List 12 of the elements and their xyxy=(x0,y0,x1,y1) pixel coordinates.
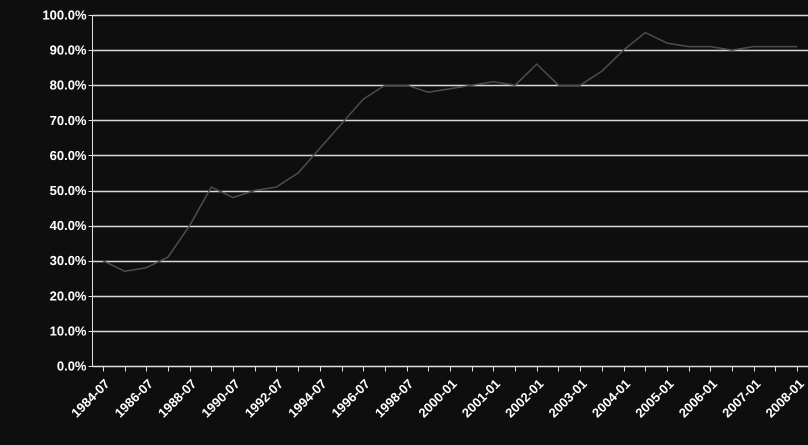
y-tick-label: 10.0% xyxy=(50,323,87,338)
y-tick-label: 60.0% xyxy=(50,148,87,163)
y-tick-label: 30.0% xyxy=(50,253,87,268)
y-tick-label: 70.0% xyxy=(50,112,87,128)
y-tick-label: 90.0% xyxy=(50,42,87,58)
line-series xyxy=(102,32,798,272)
y-tick-label: 50.0% xyxy=(50,183,87,198)
y-tick-label: 80.0% xyxy=(50,78,87,93)
y-tick-label: 40.0% xyxy=(50,218,87,234)
y-tick-label: 20.0% xyxy=(50,288,87,304)
y-tick-label: 0.0% xyxy=(56,358,87,374)
y-tick-label: 100.0% xyxy=(42,8,87,22)
